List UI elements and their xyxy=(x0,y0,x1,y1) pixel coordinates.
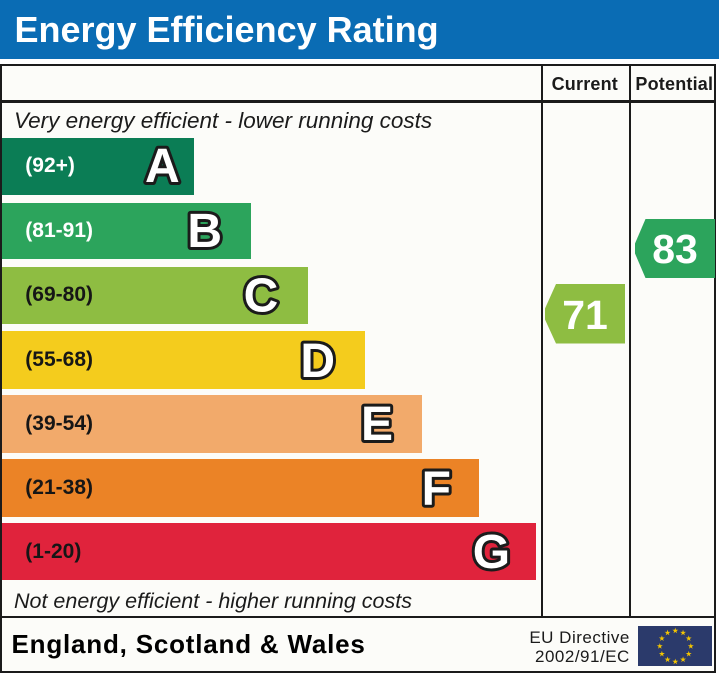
svg-text:C: C xyxy=(244,269,279,322)
svg-text:B: B xyxy=(187,205,222,258)
svg-text:F: F xyxy=(422,463,451,516)
svg-text:A: A xyxy=(145,140,180,193)
svg-text:D: D xyxy=(301,335,336,388)
svg-text:E: E xyxy=(361,398,393,451)
svg-text:G: G xyxy=(473,526,510,579)
